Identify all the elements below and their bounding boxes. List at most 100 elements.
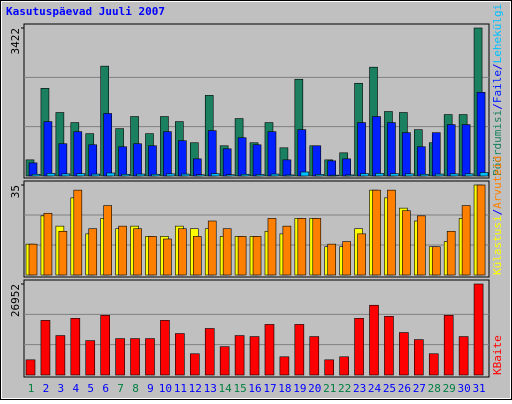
bar	[181, 173, 190, 177]
x-tick-label: 17	[263, 382, 276, 395]
bar	[118, 146, 127, 177]
bar	[461, 205, 471, 276]
bar	[100, 315, 110, 376]
bar	[473, 283, 484, 376]
bar	[428, 353, 439, 376]
bar	[31, 173, 41, 177]
bar	[222, 228, 232, 276]
bar	[73, 131, 83, 177]
bar	[309, 336, 320, 376]
bar	[175, 333, 185, 376]
bar	[207, 220, 217, 276]
legend-entry: Lehekülgi	[491, 4, 504, 64]
bar	[285, 174, 295, 177]
bar	[76, 173, 86, 177]
bar	[148, 145, 157, 177]
bar	[103, 113, 112, 177]
bar	[43, 121, 53, 177]
x-tick-label: 13	[204, 382, 217, 395]
bar	[417, 215, 426, 276]
bar	[136, 173, 145, 177]
x-tick-label: 19	[293, 382, 306, 395]
bar	[88, 144, 98, 177]
bar	[390, 173, 399, 177]
x-tick-label: 25	[383, 382, 396, 395]
bar	[446, 230, 456, 276]
bar	[297, 218, 307, 276]
bar	[431, 132, 441, 177]
bar	[40, 320, 51, 376]
x-tick-label: 31	[472, 382, 485, 395]
bar	[327, 243, 337, 276]
bar	[384, 316, 394, 376]
x-tick-label: 26	[398, 382, 411, 395]
bar	[446, 124, 456, 177]
bar	[327, 160, 337, 177]
bar	[237, 137, 247, 177]
x-tick-label: 8	[132, 382, 139, 395]
x-tick-label: 22	[338, 382, 351, 395]
bar	[434, 173, 444, 177]
bar	[103, 205, 112, 276]
bar	[145, 338, 155, 376]
bar	[312, 145, 322, 177]
bar	[297, 129, 307, 177]
bar	[300, 171, 310, 177]
bar	[315, 174, 325, 177]
bar	[375, 173, 384, 177]
bar	[58, 143, 68, 177]
bar	[192, 236, 202, 276]
bar	[151, 173, 160, 177]
bar	[267, 218, 277, 276]
bar	[130, 338, 140, 376]
bar	[219, 346, 230, 376]
legend: Külastusi/Arvuteid	[491, 156, 504, 275]
x-tick-label: 11	[174, 382, 187, 395]
bar	[163, 238, 172, 276]
bar	[458, 336, 469, 376]
legend-separator: /	[491, 209, 504, 216]
legend: Pöördumisi/Faile/Lehekülgi	[491, 4, 504, 176]
x-tick-label: 20	[308, 382, 321, 395]
bar	[294, 324, 305, 376]
bar	[270, 173, 280, 177]
bar	[225, 174, 235, 177]
bar	[252, 144, 262, 177]
x-tick-label: 16	[248, 382, 261, 395]
bar	[58, 230, 68, 276]
bar	[372, 116, 381, 177]
bar	[46, 173, 56, 177]
bar	[178, 228, 187, 276]
bar	[357, 122, 366, 177]
bar	[461, 124, 471, 177]
x-tick-label: 10	[159, 382, 172, 395]
bar	[133, 228, 142, 276]
bar	[207, 130, 217, 177]
bar	[148, 236, 157, 276]
x-tick-label: 18	[278, 382, 291, 395]
bar	[115, 338, 125, 376]
bar	[106, 172, 115, 177]
bar	[330, 174, 340, 177]
legend-entry: Arvuteid	[491, 156, 504, 209]
bar	[279, 356, 290, 376]
x-tick-label: 7	[117, 382, 124, 395]
x-tick-label: 27	[413, 382, 426, 395]
x-tick-label: 28	[428, 382, 441, 395]
bar	[88, 228, 98, 276]
bar	[91, 173, 101, 177]
x-tick-label: 1	[28, 382, 35, 395]
bar	[192, 158, 202, 177]
bar	[360, 173, 369, 177]
x-tick-label: 9	[147, 382, 154, 395]
bar	[118, 225, 127, 276]
legend-separator: /	[491, 63, 504, 70]
x-tick-label: 5	[87, 382, 94, 395]
bar	[414, 339, 424, 376]
x-tick-label: 21	[323, 382, 336, 395]
x-tick-label: 14	[219, 382, 233, 395]
bar	[43, 212, 53, 276]
bar	[345, 174, 354, 177]
bar	[342, 241, 351, 276]
